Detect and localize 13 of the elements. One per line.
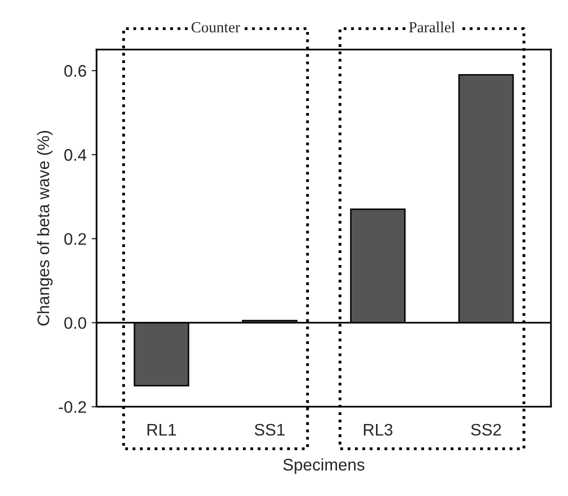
text: Parallel: [409, 22, 455, 32]
y-tick-label: -0.2: [58, 401, 86, 413]
y-axis-title: Changes of beta wave (%): [37, 130, 53, 326]
y-tick-label: 0.0: [64, 317, 86, 329]
y-tick-label: 0.4: [64, 149, 86, 161]
x-tick-label: RL1: [148, 424, 176, 436]
text: Counter: [192, 22, 240, 32]
y-tick-label: 0.2: [64, 233, 86, 245]
y-tick-label: 0.6: [64, 65, 86, 77]
x-tick-label: RL3: [364, 424, 392, 436]
x-tick-label: SS2: [471, 424, 501, 436]
x-axis-title: Specimens: [283, 458, 364, 474]
x-tick-label: SS1: [254, 424, 285, 436]
